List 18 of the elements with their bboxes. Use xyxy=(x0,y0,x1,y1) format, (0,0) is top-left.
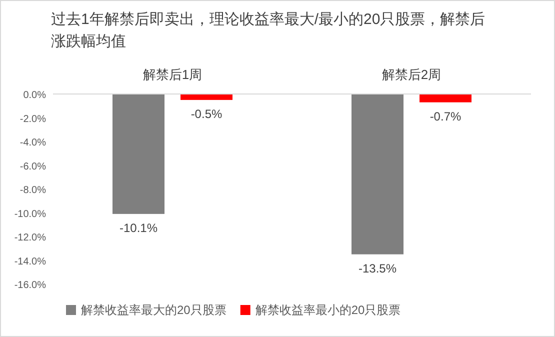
y-tick-label: -16.0% xyxy=(14,280,46,291)
data-label: -10.1% xyxy=(119,220,158,235)
y-tick-label: -8.0% xyxy=(20,185,46,196)
data-label: -13.5% xyxy=(358,261,397,276)
y-tick-label: -14.0% xyxy=(14,256,46,268)
y-tick-label: -2.0% xyxy=(20,114,46,125)
legend-label: 解禁收益率最大的20只股票 xyxy=(81,303,226,317)
data-label: -0.5% xyxy=(190,106,222,121)
x-tick-label: 解禁后1周 xyxy=(142,67,202,82)
y-tick-label: -4.0% xyxy=(20,138,46,148)
chart-title: 过去1年解禁后即卖出，理论收益率最大/最小的20只股票，解禁后涨跌幅均值 xyxy=(51,10,486,52)
y-tick-label: -12.0% xyxy=(14,232,46,244)
legend-label: 解禁收益率最小的20只股票 xyxy=(255,303,401,317)
y-tick-label: -10.0% xyxy=(14,208,46,220)
x-tick-label: 解禁后2周 xyxy=(382,67,442,82)
y-tick-label: -6.0% xyxy=(20,161,46,172)
y-tick-label: 0.0% xyxy=(23,90,46,101)
data-label: -0.7% xyxy=(430,109,462,124)
